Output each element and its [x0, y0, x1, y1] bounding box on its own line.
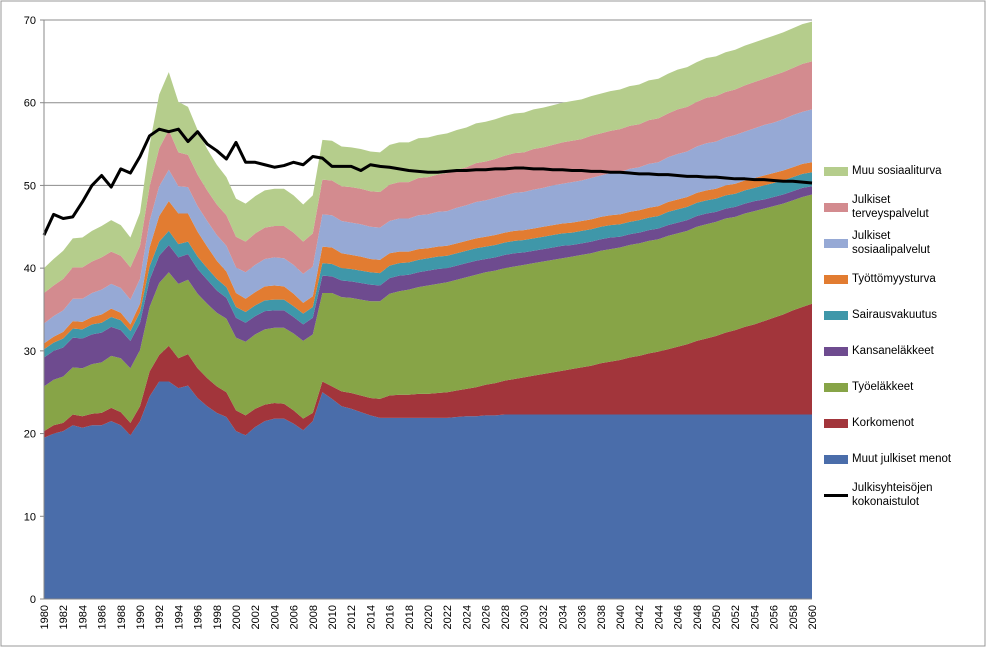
legend-label: Työttömyysturva [852, 273, 936, 285]
x-tick-label: 2040 [615, 605, 627, 629]
legend-swatch [824, 238, 848, 248]
legend-item: Työeläkkeet [824, 369, 974, 405]
legend-label: Julkiset sosiaalipalvelut [852, 230, 930, 256]
legend-item: Korkomenot [824, 405, 974, 441]
legend-swatch [824, 310, 848, 320]
legend-label: Sairausvakuutus [852, 309, 938, 321]
legend-item: Sairausvakuutus [824, 297, 974, 333]
x-tick-label: 1998 [212, 605, 224, 629]
x-tick-label: 2000 [231, 605, 243, 629]
x-tick-label: 2028 [500, 605, 512, 629]
legend-label: Työeläkkeet [852, 381, 914, 393]
area [44, 162, 812, 350]
legend-swatch [824, 382, 848, 392]
y-tick-label: 10 [24, 511, 36, 523]
area [44, 186, 812, 387]
legend-item: Kansaneläkkeet [824, 333, 974, 369]
y-tick-label: 0 [30, 594, 36, 606]
legend-item: Muut julkiset menot [824, 441, 974, 477]
x-tick-label: 2014 [365, 605, 377, 629]
legend: Muu sosiaaliturva Julkiset terveyspalvelu… [824, 153, 974, 513]
legend-swatch [824, 202, 848, 212]
x-tick-label: 2044 [653, 605, 665, 629]
legend-label: Julkiset terveyspalvelut [852, 194, 929, 220]
area [44, 303, 812, 438]
x-tick-label: 2034 [557, 605, 569, 629]
area [44, 381, 812, 599]
legend-label: Julkisyhteisöjen kokonaistulot [852, 482, 933, 508]
x-tick-label: 2018 [404, 605, 416, 629]
legend-item: Muu sosiaaliturva [824, 153, 974, 189]
x-tick-label: 2058 [788, 605, 800, 629]
legend-swatch [824, 418, 848, 428]
x-tick-label: 2006 [289, 605, 301, 629]
x-tick-label: 2046 [673, 605, 685, 629]
x-tick-label: 2042 [634, 605, 646, 629]
legend-label: Kansaneläkkeet [852, 345, 934, 357]
x-tick-label: 1988 [116, 605, 128, 629]
legend-item: Julkiset sosiaalipalvelut [824, 225, 974, 261]
y-tick-label: 30 [24, 346, 36, 358]
area [44, 61, 812, 324]
x-tick-label: 2002 [250, 605, 262, 629]
x-tick-label: 2024 [461, 605, 473, 629]
legend-item: Julkiset terveyspalvelut [824, 189, 974, 225]
x-tick-label: 2020 [423, 605, 435, 629]
x-tick-label: 2010 [327, 605, 339, 629]
x-tick-label: 2030 [519, 605, 531, 629]
x-tick-label: 1984 [77, 605, 89, 629]
area [44, 194, 812, 432]
legend-item: Julkisyhteisöjen kokonaistulot [824, 477, 974, 513]
legend-swatch [824, 493, 848, 497]
line [42, 127, 813, 236]
x-tick-label: 2048 [692, 605, 704, 629]
x-tick-label: 1992 [154, 605, 166, 629]
legend-swatch [824, 454, 848, 464]
x-tick-label: 2056 [769, 605, 781, 629]
x-tick-label: 1990 [135, 605, 147, 629]
x-tick-label: 2004 [269, 605, 281, 629]
area [44, 172, 812, 358]
x-tick-label: 2036 [577, 605, 589, 629]
y-tick-label: 40 [24, 263, 36, 275]
y-tick-label: 20 [24, 429, 36, 441]
x-tick-label: 1996 [193, 605, 205, 629]
area [44, 21, 812, 293]
x-tick-label: 2032 [538, 605, 550, 629]
legend-swatch [824, 166, 848, 176]
y-tick-label: 70 [24, 15, 36, 27]
x-tick-label: 2054 [749, 605, 761, 629]
x-tick-label: 1986 [97, 605, 109, 629]
x-tick-label: 2050 [711, 605, 723, 629]
x-tick-label: 1980 [39, 605, 51, 629]
y-tick-label: 50 [24, 180, 36, 192]
legend-item: Työttömyysturva [824, 261, 974, 297]
x-tick-label: 1994 [173, 605, 185, 629]
x-tick-label: 2008 [308, 605, 320, 629]
legend-label: Muut julkiset menot [852, 453, 952, 465]
x-tick-label: 2026 [481, 605, 493, 629]
legend-swatch [824, 274, 848, 284]
legend-label: Korkomenot [852, 417, 915, 429]
legend-swatch [824, 346, 848, 356]
x-tick-label: 2016 [385, 605, 397, 629]
area [44, 109, 812, 344]
legend-label: Muu sosiaaliturva [852, 165, 942, 177]
x-tick-label: 1982 [58, 605, 70, 629]
x-tick-label: 2038 [596, 605, 608, 629]
y-tick-label: 60 [24, 98, 36, 110]
x-tick-label: 2022 [442, 605, 454, 629]
x-tick-label: 2052 [730, 605, 742, 629]
x-tick-label: 2060 [807, 605, 819, 629]
x-tick-label: 2012 [346, 605, 358, 629]
